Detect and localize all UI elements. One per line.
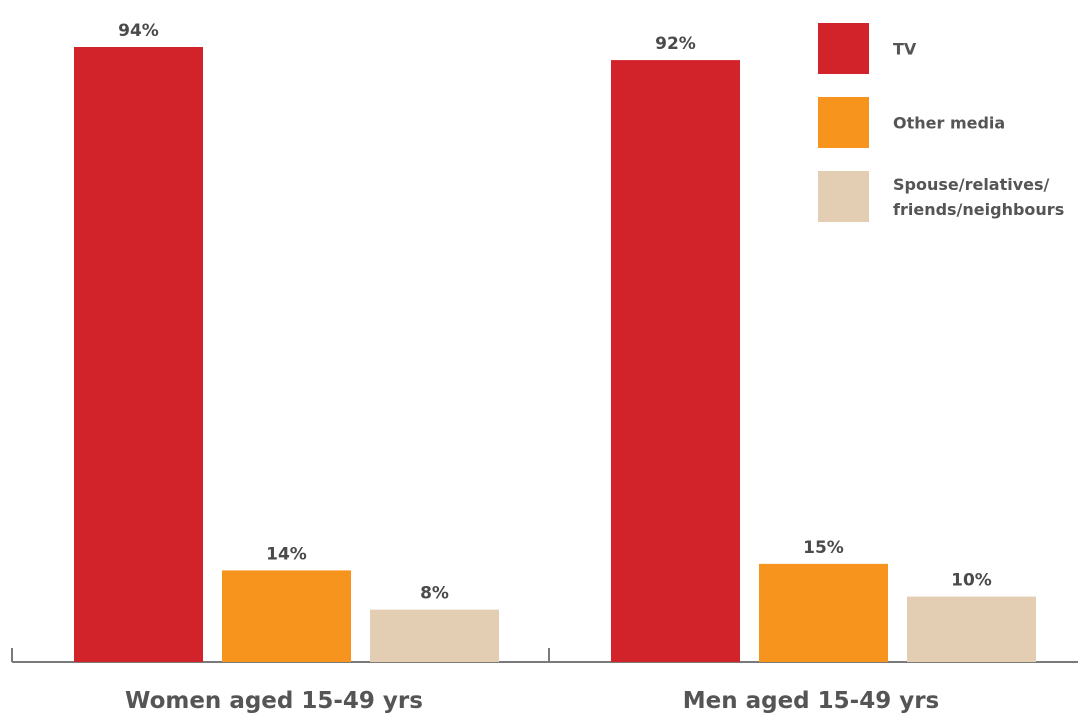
value-label: 8%	[420, 584, 449, 604]
value-label: 10%	[951, 571, 992, 591]
category-label-women-aged-15-49-yrs: Women aged 15-49 yrs	[125, 688, 423, 714]
legend-swatch	[818, 171, 869, 222]
category-label-men-aged-15-49-yrs: Men aged 15-49 yrs	[683, 688, 940, 714]
value-label: 14%	[266, 544, 307, 564]
legend-label: TV	[893, 40, 917, 59]
value-label: 92%	[655, 34, 696, 54]
legend-label: Spouse/relatives/friends/neighbours	[893, 175, 1064, 219]
legend-swatch	[818, 23, 869, 74]
legend: TV Other media Spouse/relatives/friends/ne…	[818, 23, 1064, 222]
legend-label: Other media	[893, 114, 1005, 133]
value-labels: 94% 92% 14% 15% 8% 10%	[118, 21, 992, 604]
legend-swatch	[818, 97, 869, 148]
legend-item-spouse-relatives-friends-neighbours: Spouse/relatives/friends/neighbours	[818, 171, 1064, 222]
value-label: 15%	[803, 538, 844, 558]
bar-spouse-relatives-friends-neighbours-women-aged-15-49-yrs	[370, 609, 499, 662]
bars	[74, 47, 1036, 663]
value-label: 94%	[118, 21, 159, 41]
bar-other-media-men-aged-15-49-yrs	[759, 563, 888, 662]
category-labels: Women aged 15-49 yrs Men aged 15-49 yrs	[125, 688, 939, 714]
bar-other-media-women-aged-15-49-yrs	[222, 570, 351, 662]
bar-tv-women-aged-15-49-yrs	[74, 47, 203, 662]
bar-spouse-relatives-friends-neighbours-men-aged-15-49-yrs	[907, 596, 1036, 662]
legend-item-other-media: Other media	[818, 97, 1005, 148]
bar-tv-men-aged-15-49-yrs	[611, 60, 740, 663]
legend-item-tv: TV	[818, 23, 917, 74]
